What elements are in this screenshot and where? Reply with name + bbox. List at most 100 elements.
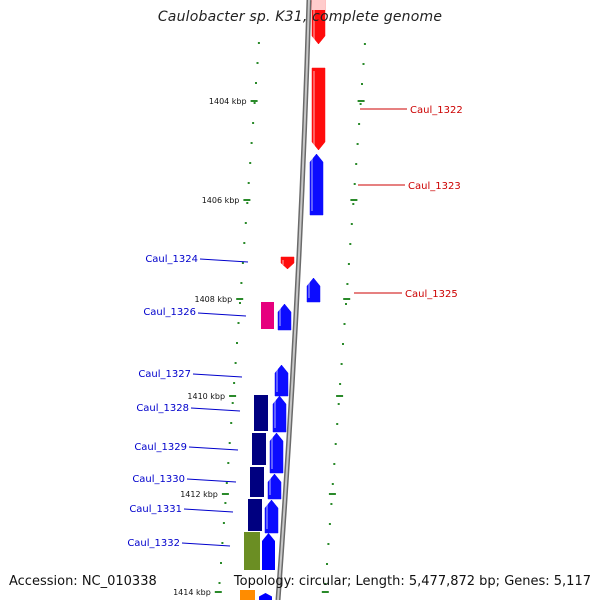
- gene-arrow: [309, 153, 324, 216]
- topology-text: Topology: circular;: [233, 574, 352, 589]
- gene-label: Caul_1331: [129, 504, 182, 515]
- gene-label: Caul_1327: [138, 369, 191, 380]
- major-tick: [221, 493, 229, 495]
- cog-block: [261, 302, 274, 329]
- track-dot: [327, 543, 330, 545]
- track-dot: [234, 362, 237, 364]
- major-tick: [321, 591, 329, 593]
- accession-text: Accession: NC_010338: [9, 574, 157, 589]
- cog-block: [244, 532, 260, 570]
- track-dot: [256, 62, 259, 64]
- major-tick: [328, 493, 336, 495]
- track-dot: [236, 342, 238, 344]
- major-tick: [336, 395, 344, 397]
- major-tick: [357, 100, 365, 102]
- major-tick: [350, 199, 358, 201]
- track-dot: [346, 283, 349, 285]
- track-dot: [361, 83, 363, 85]
- track-dot: [336, 423, 339, 425]
- gene-leader-line: [199, 258, 249, 263]
- gene-label: Caul_1322: [410, 105, 463, 116]
- track-dot: [324, 583, 327, 585]
- ruler-label: 1406 kbp: [202, 196, 240, 205]
- track-dot: [244, 222, 247, 224]
- gene-arrow: [264, 499, 279, 534]
- track-dot: [231, 402, 234, 404]
- gene-arrow: [306, 277, 321, 303]
- track-dot: [337, 403, 340, 405]
- track-dot: [359, 103, 362, 105]
- track-dot: [220, 562, 222, 564]
- major-tick: [243, 199, 251, 201]
- major-tick: [229, 395, 237, 397]
- backbone-layer: [275, 0, 312, 600]
- gene-label: Caul_1332: [127, 538, 180, 549]
- major-tick: [250, 100, 258, 102]
- track-dot: [218, 582, 221, 584]
- gene-leader-line: [197, 312, 247, 317]
- track-dot: [363, 43, 366, 45]
- gene-arrow: [259, 593, 272, 600]
- track-dot: [230, 422, 233, 424]
- gene-arrow: [267, 473, 282, 500]
- ruler-label: 1412 kbp: [180, 490, 218, 499]
- track-dot: [347, 263, 350, 265]
- gene-label: Caul_1328: [136, 403, 189, 414]
- track-dot: [343, 323, 346, 325]
- track-dot: [228, 442, 231, 444]
- track-dot: [249, 162, 252, 164]
- track-dot: [355, 163, 358, 165]
- ruler-label: 1414 kbp: [173, 588, 211, 597]
- gene-layer: [259, 0, 326, 600]
- gene-leader-line: [181, 542, 231, 547]
- gene-leader-line: [188, 446, 239, 451]
- track-dot: [349, 243, 352, 245]
- gene-label: Caul_1330: [132, 474, 185, 485]
- track-dot: [326, 563, 328, 565]
- track-dot: [240, 282, 243, 284]
- dotted-track-layer: [218, 42, 366, 585]
- track-dot: [255, 82, 257, 84]
- genome-summary: Topology: circular; Length: 5,477,872 bp…: [234, 574, 591, 589]
- gene-leader-line: [192, 373, 243, 378]
- ruler-label: 1404 kbp: [209, 97, 247, 106]
- gene-label: Caul_1323: [408, 181, 461, 192]
- ruler-layer: 1404 kbp 1406 kbp 1408 kbp 1410 kbp 1412 kbp…: [173, 97, 365, 597]
- track-dot: [222, 522, 225, 524]
- gene-arrow: [274, 364, 289, 397]
- track-dot: [340, 363, 343, 365]
- length-text: Length: 5,477,872 bp;: [355, 574, 501, 589]
- track-dot: [353, 183, 356, 185]
- track-dot: [330, 503, 333, 505]
- gene-label: Caul_1329: [134, 442, 187, 453]
- track-dot: [243, 242, 246, 244]
- gene-leader-line: [186, 478, 237, 483]
- track-dot: [227, 462, 230, 464]
- track-dot: [358, 123, 361, 125]
- ruler-label: 1410 kbp: [187, 392, 225, 401]
- major-tick: [214, 591, 222, 593]
- gene-arrow: [311, 0, 326, 45]
- cog-block-layer: [240, 302, 274, 600]
- track-dot: [221, 542, 224, 544]
- gene-arrow: [280, 256, 295, 270]
- gene-arrow: [272, 395, 287, 433]
- track-dot: [257, 42, 260, 44]
- track-dot: [233, 382, 236, 384]
- track-dot: [250, 142, 253, 144]
- track-dot: [342, 343, 344, 345]
- backbone-shadow: [275, 0, 312, 600]
- track-dot: [241, 262, 244, 264]
- track-dot: [334, 443, 337, 445]
- track-dot: [237, 322, 240, 324]
- gene-arrow: [262, 533, 275, 570]
- track-dot: [246, 202, 249, 204]
- gene-label-layer: Caul_1322 Caul_1323 Caul_1324 Caul_1325 Caul…: [127, 105, 462, 549]
- cog-block: [240, 590, 255, 600]
- gene-arrow: [277, 303, 292, 331]
- gene-label: Caul_1326: [143, 307, 196, 318]
- track-dot: [333, 463, 336, 465]
- track-dot: [224, 502, 227, 504]
- gene-count-text: Genes: 5,117: [504, 574, 591, 589]
